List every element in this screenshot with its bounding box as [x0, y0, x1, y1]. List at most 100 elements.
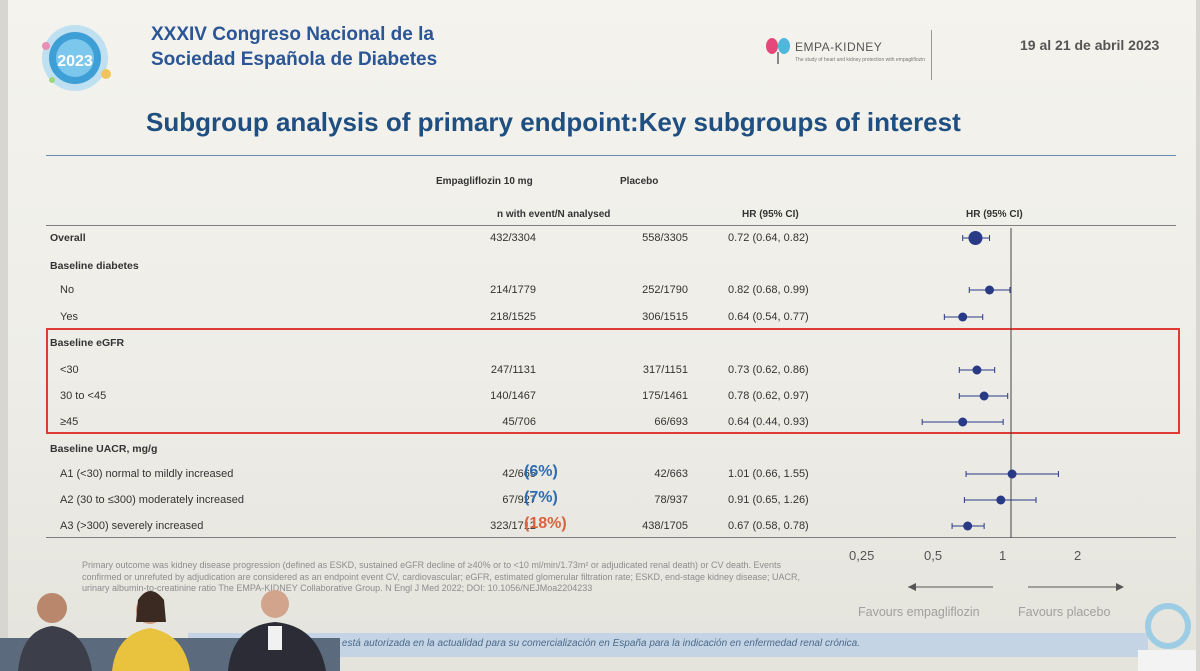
arrow-right-icon — [1116, 583, 1124, 591]
row-label: Baseline diabetes — [50, 260, 139, 272]
bottom-rule — [46, 537, 1176, 538]
congress-year: 2023 — [57, 53, 93, 70]
row-label: 30 to <45 — [60, 390, 107, 402]
favours-empagliflozin: Favours empagliflozin — [858, 605, 980, 619]
row-hr: 0.64 (0.44, 0.93) — [728, 416, 809, 428]
row-hr: 0.64 (0.54, 0.77) — [728, 311, 809, 323]
row-label: A3 (>300) severely increased — [60, 520, 204, 532]
speaker-1-icon — [37, 593, 67, 623]
row-hr: 0.72 (0.64, 0.82) — [728, 232, 809, 244]
table-row: A1 (<30) normal to mildly increased 42/66… — [8, 463, 1196, 488]
row-label: A1 (<30) normal to mildly increased — [60, 468, 234, 480]
col-header-placebo: Placebo — [620, 176, 659, 187]
forest-plot — [921, 228, 1059, 538]
congress-title-line2: Sociedad Española de Diabetes — [151, 49, 438, 70]
kidney-icon — [766, 38, 790, 64]
row-label: No — [60, 284, 75, 296]
slide: 2023 XXXIV Congreso Nacional de la Socie… — [8, 0, 1196, 671]
forest-tick-label: 0,25 — [849, 548, 875, 563]
col-header-forest: HR (95% CI) — [966, 209, 1023, 220]
row-placebo: 558/3305 — [642, 232, 688, 244]
egfr-highlight-box — [46, 328, 1180, 434]
banner-text: no está autorizada en la actualidad para… — [328, 638, 860, 649]
favours-placebo: Favours placebo — [1018, 605, 1111, 619]
forest-tick-label: 0,5 — [924, 548, 943, 563]
row-empagliflozin: 140/1467 — [490, 390, 536, 402]
table-row: Overall 432/3304 558/3305 0.72 (0.64, 0.82) — [8, 232, 1196, 252]
row-empagliflozin: 432/3304 — [490, 232, 536, 244]
hr-point — [968, 231, 983, 245]
table-row: 30 to <45 140/1467 175/1461 0.78 (0.62, 0.9… — [8, 390, 1196, 410]
forest-tick-label: 1 — [999, 548, 1007, 563]
table-row: No 214/1779 252/1790 0.82 (0.68, 0.99) — [8, 284, 1196, 304]
row-empagliflozin: 42/665 — [502, 468, 536, 480]
row-empagliflozin: 323/1712 — [490, 520, 536, 532]
row-placebo: 317/1151 — [642, 364, 688, 376]
row-placebo: 42/663 — [654, 468, 688, 480]
row-label: Baseline eGFR — [50, 337, 125, 349]
header-divider — [931, 30, 932, 80]
row-placebo: 175/1461 — [642, 390, 688, 402]
row-empagliflozin: 218/1525 — [490, 311, 536, 323]
row-percent: (6%) — [524, 463, 558, 480]
row-hr: 0.73 (0.62, 0.86) — [728, 364, 809, 376]
row-label: A2 (30 to ≤300) moderately increased — [60, 494, 244, 506]
row-label: Overall — [50, 232, 86, 244]
congress-title: XXXIV Congreso Nacional de la Sociedad E… — [151, 22, 437, 72]
table-row: Baseline diabetes — [8, 260, 1196, 280]
row-placebo: 78/937 — [654, 494, 688, 506]
trial-tagline: The study of heart and kidney protection… — [795, 57, 926, 63]
row-placebo: 66/693 — [654, 416, 688, 428]
hr-point — [985, 285, 995, 295]
row-label: ≥45 — [60, 416, 79, 428]
hr-point — [958, 312, 968, 322]
congress-dates: 19 al 21 de abril 2023 — [1020, 37, 1160, 53]
speaker-3-icon — [261, 590, 289, 618]
row-hr: 0.67 (0.58, 0.78) — [728, 520, 809, 532]
row-placebo: 252/1790 — [642, 284, 688, 296]
congress-logo: 2023 — [42, 25, 111, 91]
favours-arrows — [908, 583, 1124, 591]
row-hr: 1.01 (0.66, 1.55) — [728, 468, 809, 480]
table-row: Baseline UACR, mg/g — [8, 443, 1196, 463]
corner-logo — [1138, 603, 1196, 671]
hr-point — [996, 495, 1006, 505]
hr-point — [963, 521, 973, 531]
row-hr: 0.78 (0.62, 0.97) — [728, 390, 809, 402]
row-hr: 0.82 (0.68, 0.99) — [728, 284, 809, 296]
forest-tick-label: 2 — [1074, 548, 1082, 563]
col-header-n: n with event/N analysed — [497, 209, 611, 220]
congress-title-line1: XXXIV Congreso Nacional de la — [151, 24, 434, 45]
row-empagliflozin: 67/927 — [502, 494, 536, 506]
table-row: Baseline eGFR — [8, 337, 1196, 357]
col-header-empagliflozin: Empagliflozin 10 mg — [436, 176, 533, 187]
hr-point — [958, 417, 968, 427]
row-placebo: 438/1705 — [642, 520, 688, 532]
table-row: <30 247/1131 317/1151 0.73 (0.62, 0.86) — [8, 364, 1196, 384]
row-placebo: 306/1515 — [642, 311, 688, 323]
row-hr: 0.91 (0.65, 1.26) — [728, 494, 809, 506]
hr-point — [979, 391, 989, 401]
table-row: A2 (30 to ≤300) moderately increased 67/9… — [8, 489, 1196, 514]
row-percent: (18%) — [524, 515, 567, 532]
row-empagliflozin: 214/1779 — [490, 284, 536, 296]
hr-point — [1007, 469, 1017, 479]
arrow-left-icon — [908, 583, 916, 591]
header-rule — [46, 225, 1176, 226]
footnote: Primary outcome was kidney disease progr… — [82, 560, 801, 593]
row-label: Yes — [60, 311, 78, 323]
row-empagliflozin: 45/706 — [502, 416, 536, 428]
trial-name: EMPA-KIDNEY — [795, 40, 883, 54]
bottom-banner — [188, 633, 1148, 657]
row-empagliflozin: 247/1131 — [490, 364, 536, 376]
title-rule — [46, 155, 1176, 156]
speakers-panel — [0, 590, 340, 671]
slide-title: Subgroup analysis of primary endpoint:Ke… — [146, 107, 961, 137]
table-row: ≥45 45/706 66/693 0.64 (0.44, 0.93) — [8, 416, 1196, 436]
col-header-hr: HR (95% CI) — [742, 209, 799, 220]
table-row: Yes 218/1525 306/1515 0.64 (0.54, 0.77) — [8, 311, 1196, 331]
row-percent: (7%) — [524, 489, 558, 506]
table-row: A3 (>300) severely increased 323/1712 438/… — [8, 515, 1196, 540]
row-label: <30 — [60, 364, 79, 376]
row-label: Baseline UACR, mg/g — [50, 443, 158, 455]
